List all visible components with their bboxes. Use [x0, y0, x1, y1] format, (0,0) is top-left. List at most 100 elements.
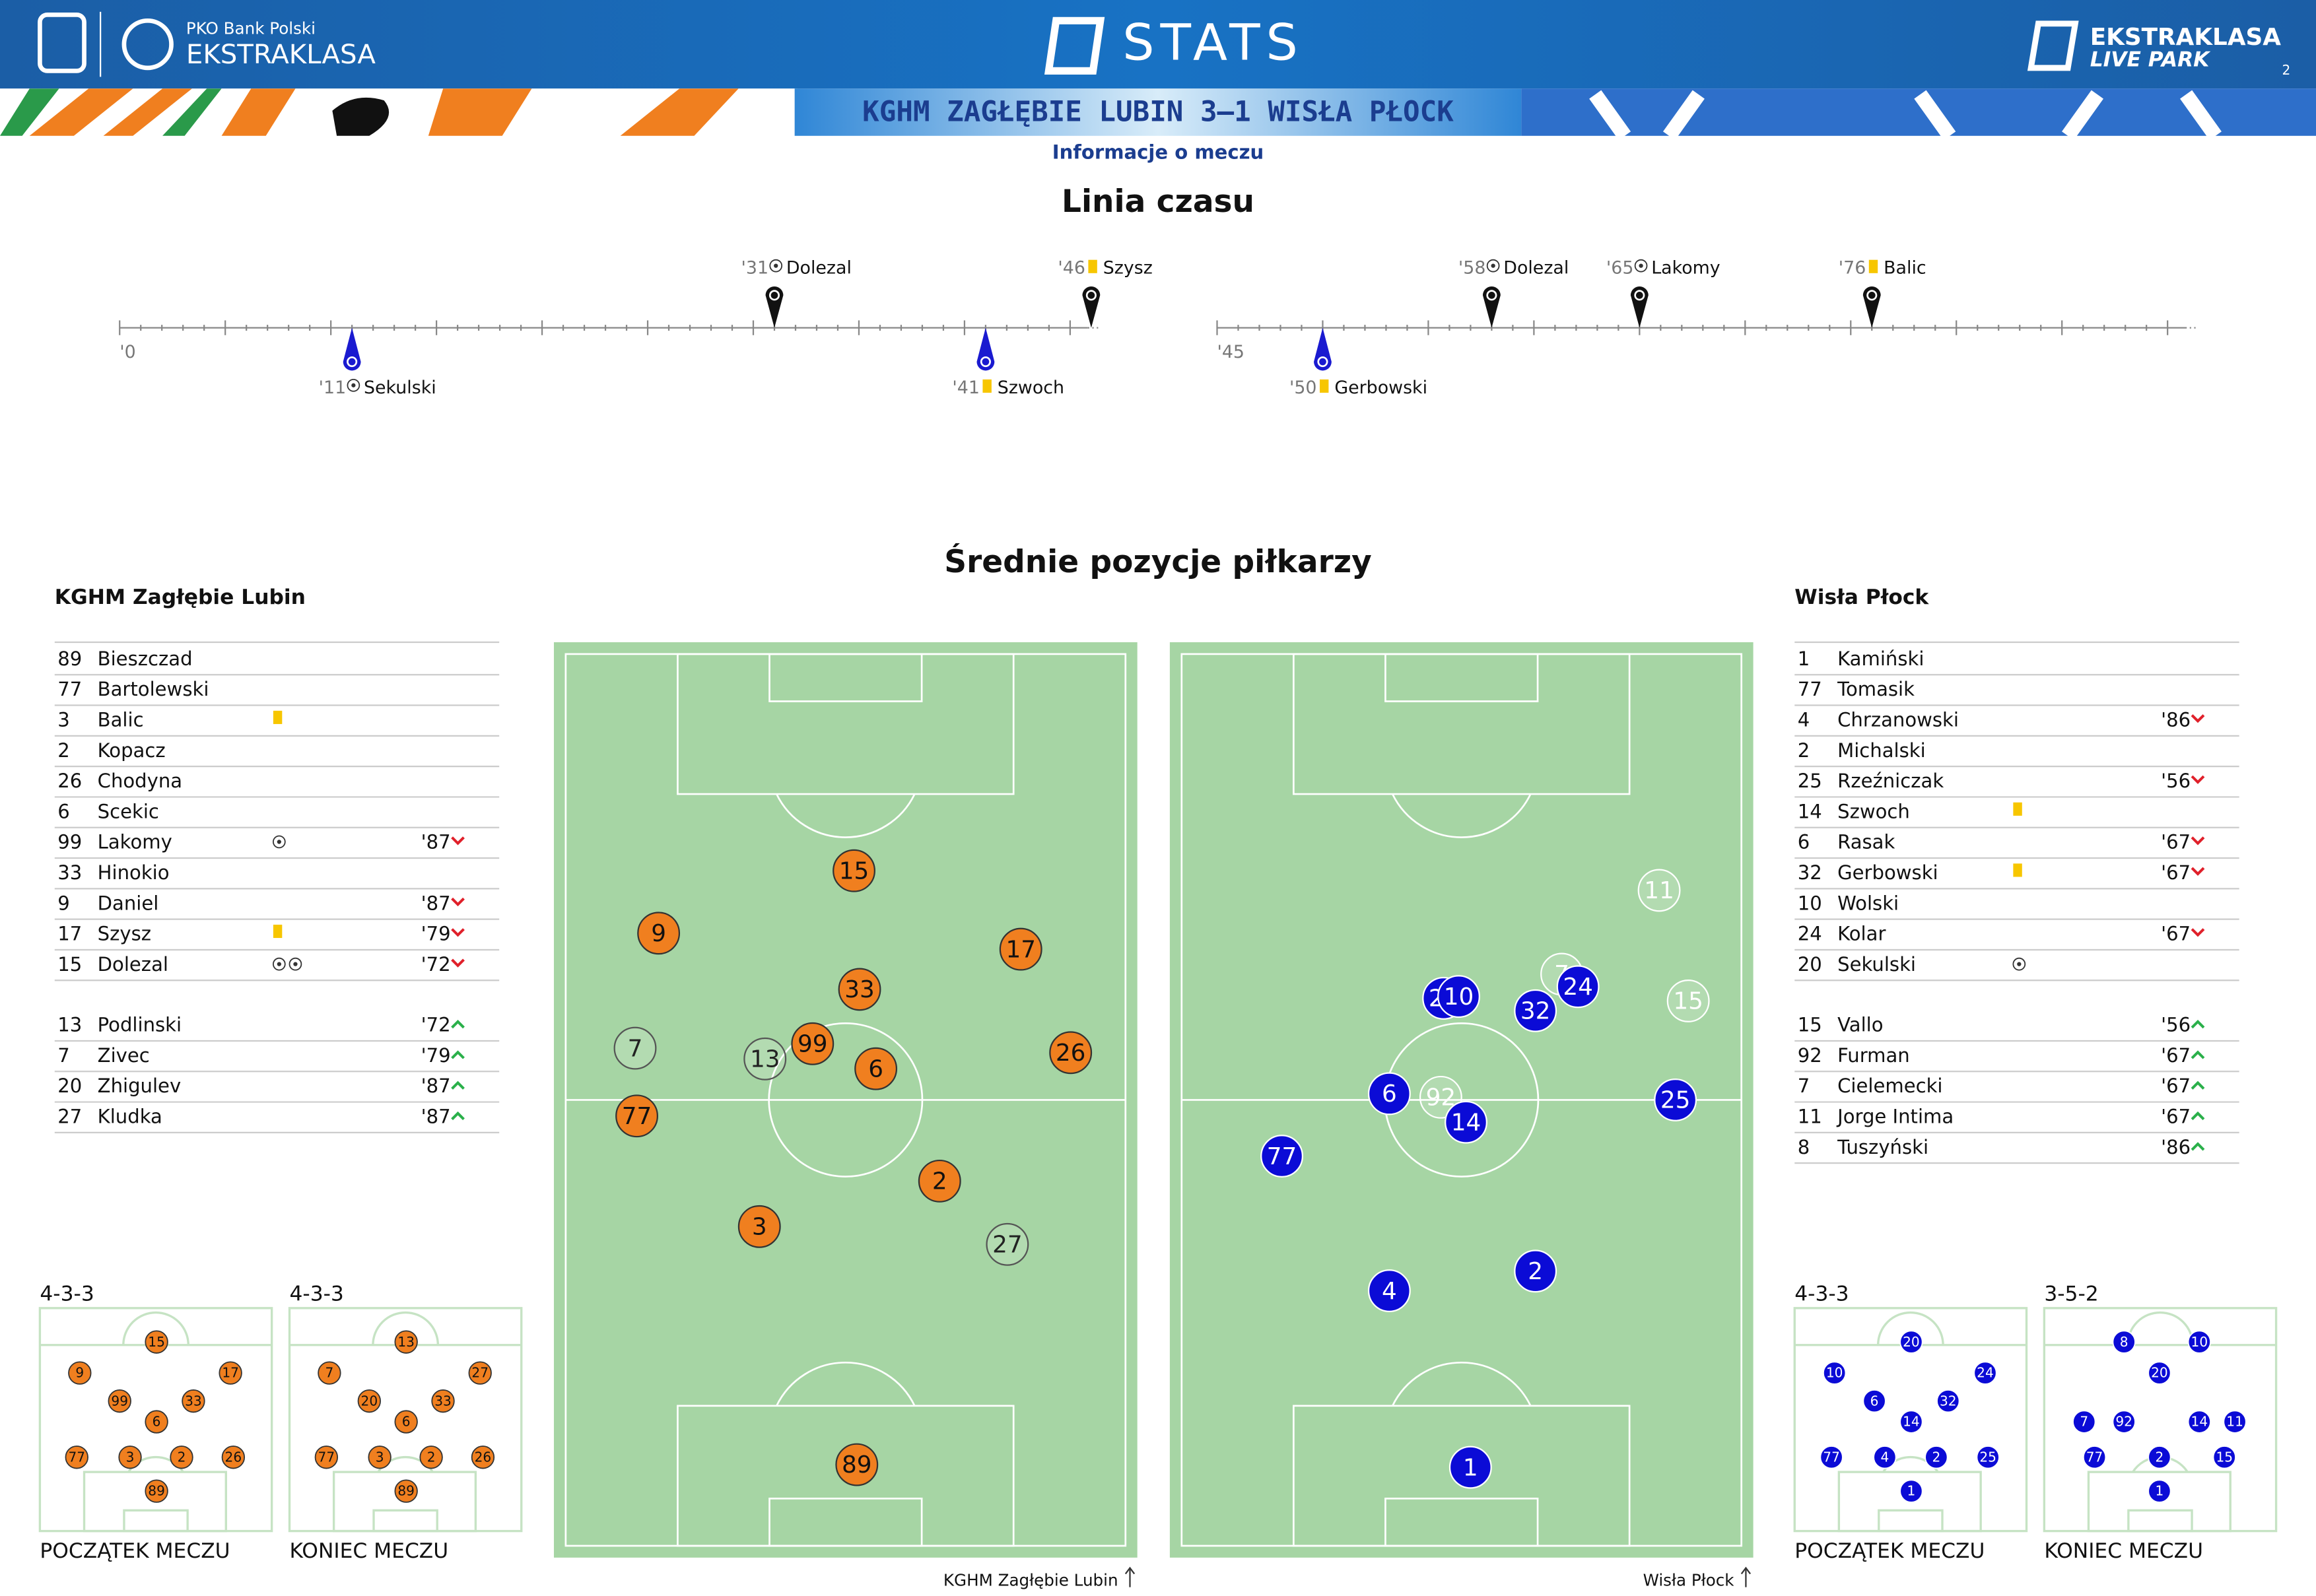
player-number: 6	[1798, 831, 1810, 853]
player-name: Lakomy	[98, 831, 172, 853]
event-pin	[1314, 327, 1332, 371]
sub-dot	[986, 1222, 1029, 1266]
formation-dot	[1973, 1361, 1997, 1385]
banner-stripes-green	[0, 88, 222, 136]
event-pin-center	[1866, 290, 1878, 301]
sub-arrow	[451, 958, 465, 968]
sub-arrow	[2191, 714, 2205, 723]
formation-number: 2	[427, 1449, 436, 1465]
stats-label: STATS	[1122, 13, 1303, 71]
sub-minute: '67	[2161, 1075, 2191, 1097]
player-dot	[1514, 1249, 1557, 1293]
direction-label: Wisła Płock	[1643, 1571, 1735, 1590]
formation-number: 33	[185, 1393, 202, 1409]
formation-number: 6	[153, 1414, 161, 1430]
formation-dot	[219, 1361, 242, 1385]
formation-dot	[145, 1410, 168, 1434]
formation-dot	[1936, 1389, 1960, 1413]
formation-number: 20	[1903, 1334, 1920, 1350]
formation-dot	[1924, 1446, 1948, 1469]
formation-number: 17	[222, 1365, 239, 1381]
event-pin-center	[768, 290, 780, 301]
player-name: Szwoch	[1837, 800, 1910, 822]
player-dot	[737, 1205, 781, 1248]
sub-arrow	[451, 1050, 465, 1059]
formation-dot	[68, 1361, 92, 1385]
formation-dot	[170, 1446, 193, 1469]
mini-goal-box	[1878, 1509, 1944, 1533]
formation-dot	[2187, 1410, 2212, 1434]
player-dot-number: 25	[1660, 1087, 1691, 1114]
player-dot-number: 9	[651, 920, 666, 947]
formation-number: 32	[1940, 1393, 1957, 1409]
event-minute: '31	[741, 258, 769, 279]
goal-icon-dot	[277, 962, 281, 966]
player-number: 17	[57, 923, 82, 945]
formation-dot	[419, 1446, 443, 1469]
goal-box	[1384, 1498, 1539, 1547]
formation-dot	[394, 1330, 418, 1354]
player-dot-number: 6	[1382, 1081, 1397, 1108]
formation-number: 2	[2156, 1449, 2164, 1465]
sub-dot	[1637, 869, 1681, 912]
sub-arrow	[2191, 1081, 2205, 1090]
player-dot-number: 99	[798, 1031, 828, 1058]
livepark-logo	[2027, 20, 2079, 71]
player-name: Dolezal	[98, 953, 168, 976]
formation-dot	[2212, 1446, 2236, 1469]
player-name: Rzeźniczak	[1837, 770, 1944, 792]
mini-circle	[2127, 1311, 2194, 1345]
player-dot	[637, 912, 681, 955]
formation-number: 77	[1823, 1449, 1840, 1465]
event-pin	[1862, 286, 1881, 328]
sub-dot	[743, 1037, 787, 1081]
formation-caption: KONIEC MECZU	[290, 1539, 449, 1563]
formation-dot	[2112, 1410, 2136, 1434]
player-dot-number: 10	[1444, 983, 1474, 1011]
player-number: 14	[1798, 800, 1822, 822]
player-dot-number: 32	[1520, 998, 1551, 1025]
sub-arrow	[451, 1111, 465, 1121]
event-pin-center	[1317, 356, 1328, 368]
sub-minute: '56	[2161, 770, 2191, 792]
player-name: Kludka	[98, 1105, 162, 1127]
player-number: 99	[57, 831, 82, 853]
goal-box	[1384, 653, 1539, 702]
formation-caption: POCZĄTEK MECZU	[40, 1539, 230, 1563]
formation-dot	[1820, 1446, 1843, 1469]
formation-label: 3-5-2	[2044, 1282, 2098, 1306]
player-dot-number: 2	[932, 1168, 947, 1195]
formation-number: 3	[376, 1449, 384, 1465]
event-player: Lakomy	[1651, 258, 1720, 279]
player-name: Bieszczad	[98, 648, 193, 670]
penalty-arc	[776, 1362, 916, 1407]
goal-box	[768, 653, 923, 702]
formation-number: 25	[1979, 1449, 1996, 1465]
formation-dot	[318, 1361, 341, 1385]
sub-dot	[613, 1026, 657, 1070]
formation-number: 7	[2080, 1414, 2088, 1430]
goal-icon-dot	[277, 840, 281, 844]
formation-dot	[2223, 1410, 2247, 1434]
sub-arrow	[451, 897, 465, 907]
sub-arrow	[451, 928, 465, 937]
formation-dot	[118, 1446, 142, 1469]
formation-number: 14	[2191, 1414, 2208, 1430]
event-minute: '41	[952, 378, 980, 398]
sub-minute: '67	[2161, 1044, 2191, 1067]
yellow-card	[982, 379, 992, 393]
player-number: 7	[57, 1044, 70, 1067]
event-player: Dolezal	[1503, 258, 1569, 279]
goal-icon-dot	[351, 383, 356, 387]
player-dot-number: 92	[1426, 1084, 1456, 1112]
player-dot	[1437, 975, 1480, 1018]
player-dot-number: 6	[868, 1055, 883, 1082]
player-dot	[1556, 965, 1600, 1009]
formation-dot	[1822, 1361, 1847, 1385]
sub-minute: '67	[2161, 923, 2191, 945]
player-number: 1	[1798, 648, 1810, 670]
goal-icon-dot	[2017, 962, 2022, 966]
formation-dot	[2072, 1410, 2096, 1434]
formation-dot	[2112, 1330, 2136, 1354]
player-dot-number: 77	[622, 1103, 652, 1130]
